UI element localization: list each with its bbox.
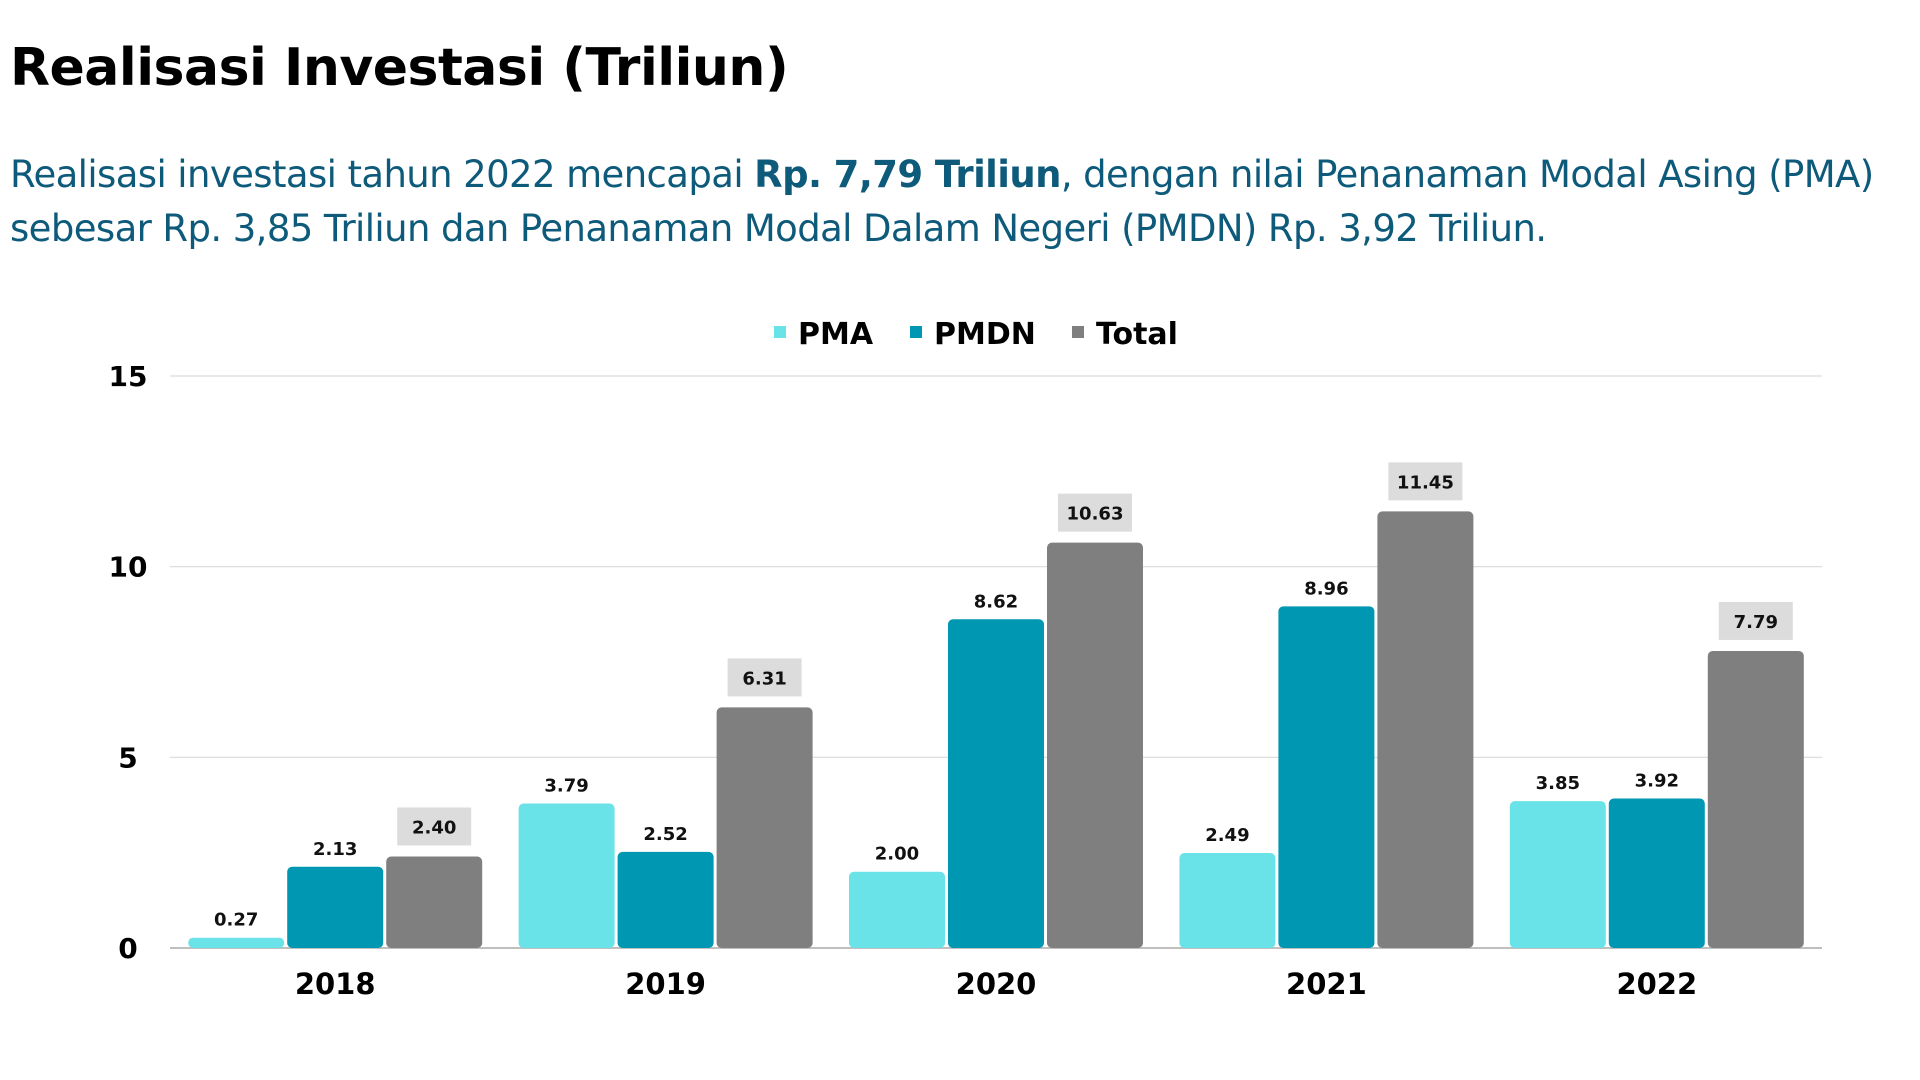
data-label-pma: 3.85 (1536, 773, 1580, 794)
axes: 0 5 10 15 2018 2019 2020 2021 2022 (109, 360, 1698, 1001)
bar-pmdn (1278, 606, 1375, 948)
x-category-label: 2022 (1616, 967, 1697, 1001)
data-label-background (727, 658, 802, 697)
data-label-pma: 2.00 (875, 844, 919, 865)
legend-swatch (774, 326, 786, 338)
bar-total (1047, 542, 1143, 948)
legend-label: Total (1096, 317, 1178, 352)
bar-total (386, 856, 483, 948)
data-label-background (1058, 493, 1132, 532)
bar-total (1707, 650, 1804, 948)
bars (188, 511, 1804, 948)
data-label-background (1388, 462, 1463, 501)
data-label-total: 11.45 (1397, 472, 1454, 493)
y-tick-label: 5 (118, 741, 137, 774)
bar-pma (518, 803, 615, 948)
legend: PMA PMDN Total (774, 317, 1178, 352)
data-label-pmdn: 3.92 (1635, 771, 1679, 792)
data-labels: 0.27 2.13 2.40 3.79 2.52 6.31 2.00 8.62 10.63 2.4… (214, 462, 1793, 931)
x-category-label: 2019 (625, 967, 706, 1001)
bar-pma (849, 871, 945, 948)
summary-highlight: Rp. 7,79 Triliun (754, 153, 1061, 196)
legend-label: PMA (798, 317, 874, 352)
summary-text-part2: , dengan nilai Penanaman Modal Asing (PM… (10, 153, 1874, 250)
bar-pma (1179, 853, 1276, 948)
data-label-background (397, 807, 472, 846)
bar-pmdn (287, 866, 384, 948)
data-label-total: 10.63 (1067, 504, 1124, 525)
legend-swatch (910, 326, 922, 338)
data-label-total: 7.79 (1734, 612, 1778, 633)
x-category-label: 2021 (1286, 967, 1367, 1001)
summary-text: Realisasi investasi tahun 2022 mencapai … (10, 148, 1910, 256)
data-label-pmdn: 8.62 (974, 591, 1018, 612)
data-label-pmdn: 2.52 (643, 824, 687, 845)
bar-pma (188, 937, 285, 948)
data-label-pma: 3.79 (544, 775, 588, 796)
data-label-total: 6.31 (742, 668, 786, 689)
y-tick-label: 15 (109, 360, 148, 393)
summary-text-part1: Realisasi investasi tahun 2022 mencapai (10, 153, 755, 196)
bar-pmdn (617, 851, 714, 948)
data-label-total: 2.40 (412, 817, 456, 838)
data-label-pmdn: 2.13 (313, 839, 357, 860)
data-label-background (1718, 601, 1793, 640)
x-category-label: 2018 (295, 967, 376, 1001)
y-tick-label: 0 (118, 932, 137, 965)
y-tick-label: 10 (109, 551, 148, 584)
bar-pmdn (1608, 798, 1705, 948)
legend-swatch (1072, 326, 1084, 338)
legend-label: PMDN (934, 317, 1036, 352)
bar-total (1377, 511, 1474, 948)
data-label-pma: 2.49 (1205, 825, 1249, 846)
bar-pma (1509, 801, 1606, 948)
data-label-pmdn: 8.96 (1304, 578, 1348, 599)
bar-pmdn (948, 619, 1044, 948)
data-label-pma: 0.27 (214, 910, 258, 931)
page-title: Realisasi Investasi (Triliun) (10, 38, 789, 98)
bar-total (716, 707, 813, 948)
x-category-label: 2020 (956, 967, 1037, 1001)
